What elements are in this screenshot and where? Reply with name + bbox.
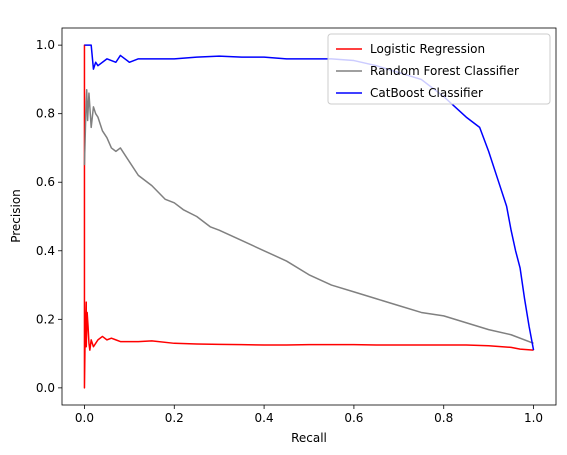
x-tick-label: 0.0 — [75, 411, 94, 425]
y-tick-label: 0.6 — [36, 175, 55, 189]
y-tick-label: 0.4 — [36, 244, 55, 258]
legend-label-1: Random Forest Classifier — [370, 64, 519, 78]
y-tick-label: 0.8 — [36, 107, 55, 121]
y-axis-label: Precision — [9, 189, 23, 243]
y-tick-label: 0.0 — [36, 381, 55, 395]
plot-area — [83, 44, 535, 389]
series-line-1 — [83, 88, 534, 345]
legend: Logistic Regression Random Forest Classif… — [327, 33, 551, 105]
series-line-2 — [84, 44, 535, 351]
x-axis-label: Recall — [291, 431, 327, 445]
legend-label-0: Logistic Regression — [370, 42, 485, 56]
x-tick-label: 0.8 — [434, 411, 453, 425]
series-line-0 — [83, 44, 534, 389]
y-tick-label: 0.2 — [36, 312, 55, 326]
x-tick-label: 0.2 — [165, 411, 184, 425]
x-tick-label: 0.4 — [255, 411, 274, 425]
x-tick-label: 0.6 — [344, 411, 363, 425]
axes: 0.0 0.2 0.4 0.6 0.8 1.0 0.0 0.2 0.4 0.6 0.8 1.0 — [36, 27, 557, 425]
axes-frame — [61, 27, 557, 406]
y-tick-label: 1.0 — [36, 38, 55, 52]
x-tick-label: 1.0 — [524, 411, 543, 425]
legend-label-2: CatBoost Classifier — [370, 86, 483, 100]
legend-box — [327, 33, 551, 105]
